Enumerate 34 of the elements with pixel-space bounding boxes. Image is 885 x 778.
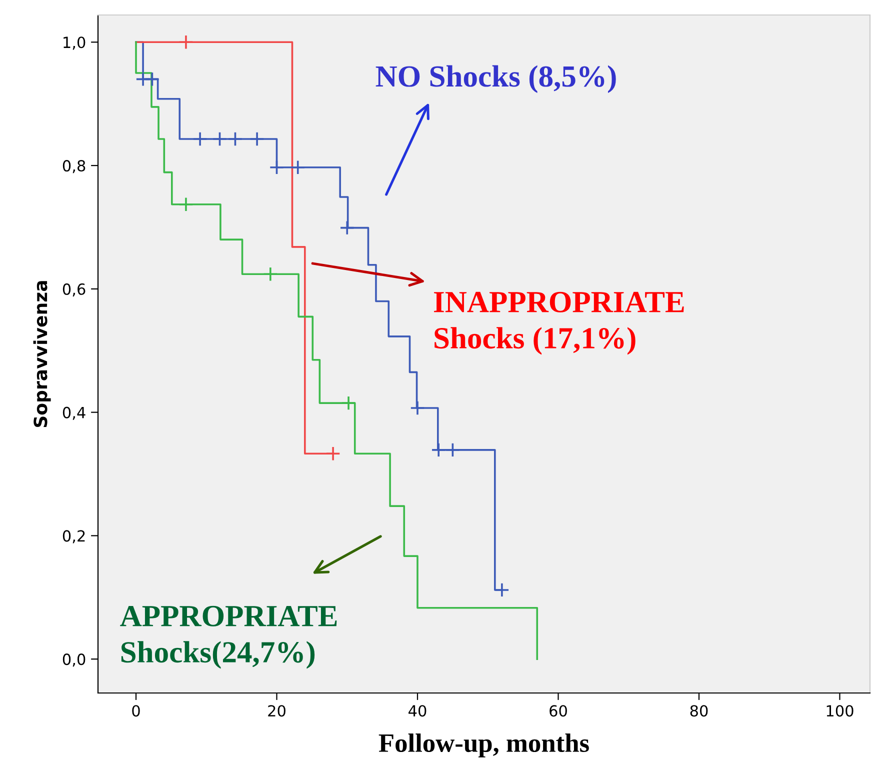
point — [178, 34, 194, 50]
point — [445, 442, 460, 458]
point — [228, 132, 243, 146]
point — [341, 396, 356, 411]
y-tick-label: 1,0 — [64, 36, 86, 50]
annotation: APPROPRIATE Shocks(24,7%) — [120, 606, 337, 669]
point — [410, 400, 425, 416]
y-tick-label: 0,6 — [62, 283, 86, 296]
y-tick-label: 0,8 — [62, 160, 86, 174]
y-axis-title: Sopravvivenza — [33, 281, 51, 428]
point — [269, 160, 284, 175]
point — [431, 442, 446, 458]
annotation: INAPPROPRIATE Shocks (17,1%) — [434, 292, 684, 355]
x-tick-label: 20 — [268, 705, 286, 717]
x-axis-title: Follow-up, months — [378, 733, 589, 758]
point — [250, 132, 265, 146]
point — [192, 132, 208, 146]
point — [178, 196, 194, 212]
point — [144, 72, 160, 87]
x-tick-label: 0 — [132, 705, 140, 717]
point — [290, 160, 306, 175]
y-tick-label: 0,2 — [62, 530, 85, 544]
point — [326, 446, 341, 462]
point — [212, 132, 228, 146]
x-tick-label: 40 — [408, 705, 426, 717]
point — [340, 220, 355, 236]
y-tick-label: 0,0 — [62, 654, 86, 667]
x-tick-label: 80 — [690, 705, 708, 717]
point — [494, 582, 510, 598]
x-tick-label: 100 — [826, 705, 854, 717]
annotation: NO Shocks (8,5%) — [376, 65, 616, 94]
point — [262, 266, 278, 282]
x-tick-label: 60 — [550, 705, 567, 717]
y-tick-label: 0,4 — [62, 406, 86, 420]
